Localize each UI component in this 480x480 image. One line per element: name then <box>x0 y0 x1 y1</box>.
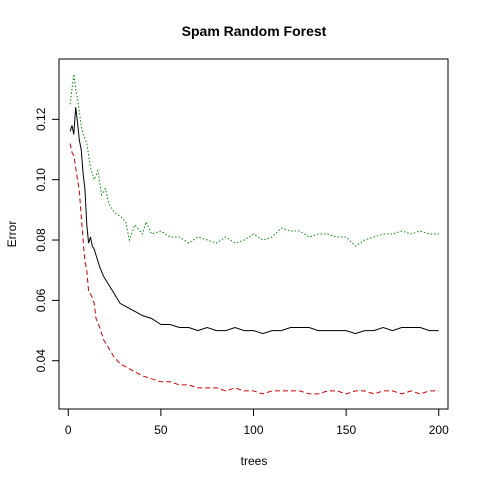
y-axis: 0.04 0.06 0.08 0.10 0.12 <box>34 107 60 373</box>
x-tick-label: 50 <box>154 423 168 437</box>
y-tick-label: 0.10 <box>34 168 48 192</box>
x-tick-label: 100 <box>243 423 263 437</box>
series-line-3 <box>69 143 439 395</box>
x-axis-label: trees <box>241 454 268 468</box>
x-tick-label: 200 <box>429 423 449 437</box>
series-line-1 <box>69 74 439 247</box>
x-tick-label: 150 <box>336 423 356 437</box>
y-tick-label: 0.08 <box>34 228 48 252</box>
y-tick-label: 0.06 <box>34 288 48 312</box>
y-axis-label: Error <box>5 221 19 248</box>
chart-title: Spam Random Forest <box>182 23 327 39</box>
y-tick-label: 0.12 <box>34 107 48 131</box>
y-tick-label: 0.04 <box>34 349 48 373</box>
x-axis: 0 50 100 150 200 <box>65 408 449 437</box>
series-line-2 <box>69 107 439 335</box>
x-tick-label: 0 <box>65 423 72 437</box>
series-group <box>69 74 439 395</box>
